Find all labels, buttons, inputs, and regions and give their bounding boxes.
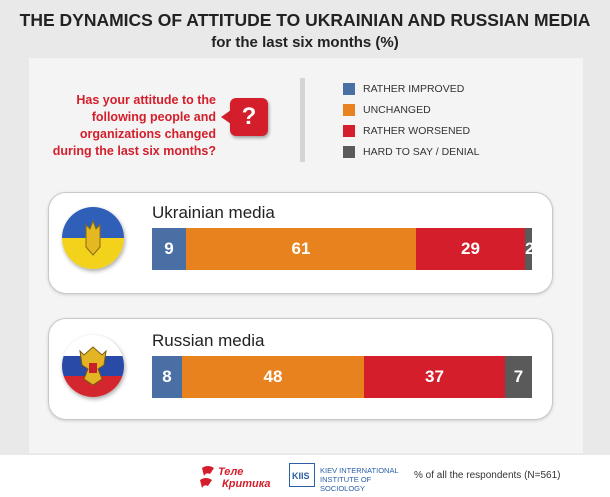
kiis-line-1: KIEV INTERNATIONAL (320, 466, 399, 475)
legend-label: UNCHANGED (363, 104, 431, 116)
legend-swatch (343, 83, 355, 95)
bar-value-label: 48 (263, 367, 283, 386)
bar-segment-hard-to-say-denial: 7 (505, 356, 532, 398)
question-mark-icon: ? (230, 98, 268, 136)
respondents-note: % of all the respondents (N=561) (414, 470, 561, 481)
bar-value-label: 7 (513, 367, 524, 386)
kiis-logo-text: KIEV INTERNATIONAL INSTITUTE OF SOCIOLOG… (320, 466, 410, 493)
legend-label: RATHER IMPROVED (363, 83, 465, 95)
bar-value-label: 9 (164, 239, 174, 258)
telekritika-logo-line2: Критика (222, 478, 271, 490)
telekritika-logo: Теле Критика (198, 462, 278, 490)
bar-value-label: 61 (291, 239, 311, 258)
question-pointer (221, 110, 231, 124)
bar-segment-rather-worsened: 37 (364, 356, 505, 398)
telekritika-logo-line1: Теле (218, 466, 243, 478)
bar-segment-unchanged: 48 (182, 356, 364, 398)
bar-value-label: 8 (162, 367, 172, 386)
bar-value-label: 37 (425, 367, 444, 386)
legend-label: RATHER WORSENED (363, 125, 471, 137)
legend-swatch (343, 104, 355, 116)
bar-segment-unchanged: 61 (186, 228, 416, 270)
footer (0, 455, 610, 497)
bar-segment-rather-improved: 8 (152, 356, 182, 398)
bar-segment-rather-worsened: 29 (416, 228, 525, 270)
kiis-logo-mark: KIIS (292, 471, 310, 481)
bar-value-label: 2 (525, 239, 535, 258)
bar-value-label: 29 (461, 239, 480, 258)
kiis-logo-icon: KIIS (289, 463, 315, 487)
chart-subtitle: for the last six months (%) (211, 34, 399, 51)
bar-row-russian-media: 8 48 37 7 (152, 356, 532, 398)
chart-title: THE DYNAMICS OF ATTITUDE TO UKRAINIAN AN… (19, 10, 591, 30)
bar-segment-hard-to-say-denial: 2 (525, 228, 535, 270)
category-label: Ukrainian media (152, 203, 275, 222)
legend-swatch (343, 125, 355, 137)
category-label: Russian media (152, 331, 265, 350)
survey-question: Has your attitude to the following peopl… (52, 93, 216, 158)
kiis-line-2: INSTITUTE OF SOCIOLOGY (320, 475, 372, 493)
bar-segment-rather-improved: 9 (152, 228, 186, 270)
ukraine-flag-icon (62, 207, 124, 269)
legend-label: HARD TO SAY / DENIAL (363, 146, 480, 158)
russia-flag-icon (62, 335, 124, 397)
bar-row-ukrainian-media: 9 61 29 2 (152, 228, 535, 270)
legend-swatch (343, 146, 355, 158)
legend-divider (300, 78, 305, 162)
